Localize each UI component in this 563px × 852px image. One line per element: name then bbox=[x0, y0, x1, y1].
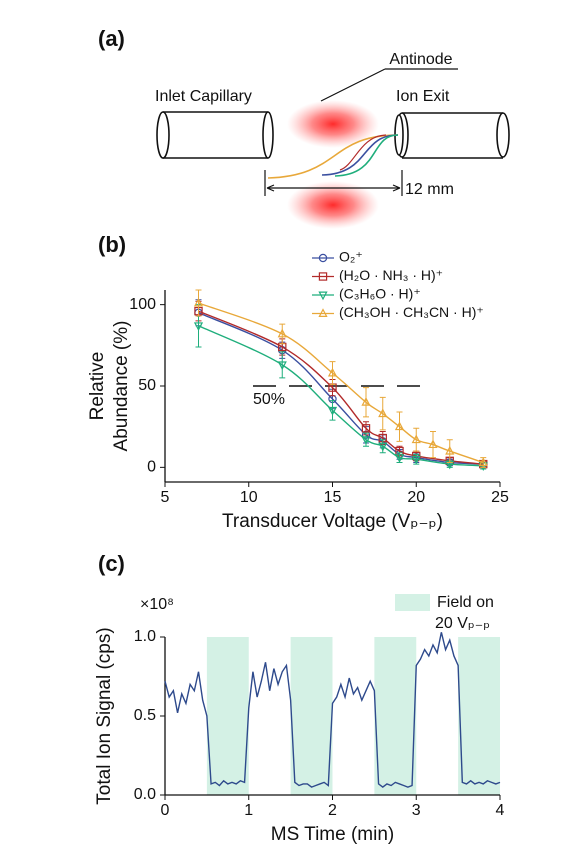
error-bar bbox=[379, 396, 386, 431]
legend-label: Field on bbox=[437, 594, 494, 611]
marker bbox=[327, 406, 338, 416]
marker bbox=[478, 457, 488, 466]
series-line bbox=[164, 632, 501, 788]
x-tick-label: 5 bbox=[161, 489, 170, 506]
error-bar bbox=[396, 411, 403, 442]
marker bbox=[394, 454, 405, 463]
y-axis-label: Relative bbox=[87, 352, 108, 421]
panel-label: (b) bbox=[98, 232, 126, 257]
inlet-end bbox=[262, 111, 274, 159]
antinode-glow bbox=[287, 181, 379, 229]
x-tick-label: 25 bbox=[491, 489, 509, 506]
y-axis-label: Abundance (%) bbox=[111, 321, 132, 452]
ion-exit bbox=[402, 112, 503, 159]
y-axis-label: Total Ion Signal (cps) bbox=[94, 627, 115, 804]
y-tick-label: 0.5 bbox=[134, 707, 156, 724]
dimension-arrow bbox=[266, 184, 401, 192]
marker bbox=[327, 367, 338, 377]
x-tick-label: 10 bbox=[240, 489, 258, 506]
y-tick-label: 50 bbox=[138, 377, 156, 394]
y-tick-label: 1.0 bbox=[134, 628, 156, 645]
error-bar bbox=[279, 323, 286, 345]
marker bbox=[378, 408, 388, 418]
marker bbox=[394, 421, 405, 431]
y-tick-label: 0.0 bbox=[134, 786, 156, 803]
legend-label: (H₂O · NH₃ · H)⁺ bbox=[339, 267, 443, 283]
marker bbox=[318, 291, 328, 301]
annotation: 20 Vₚ₋ₚ bbox=[435, 615, 490, 632]
legend-label: (C₃H₆O · H)⁺ bbox=[339, 286, 421, 302]
legend-label: (CH₃OH · CH₃CN · H)⁺ bbox=[339, 304, 484, 320]
antinode-pointer bbox=[320, 68, 458, 102]
trajectory bbox=[321, 134, 399, 176]
distance-label: 12 mm bbox=[405, 181, 454, 198]
panel-label: (a) bbox=[98, 26, 125, 51]
error-bar bbox=[363, 387, 369, 418]
exit-end bbox=[496, 112, 510, 158]
antinode-label: Antinode bbox=[389, 51, 452, 68]
marker bbox=[277, 361, 287, 371]
diagram: (a) 12 mm Inlet Capillary Ion Exit Antin… bbox=[98, 26, 510, 229]
series-line bbox=[198, 310, 484, 465]
marker bbox=[411, 434, 421, 444]
marker bbox=[277, 328, 287, 338]
legend-swatch bbox=[395, 594, 430, 611]
exit-label: Ion Exit bbox=[396, 88, 450, 105]
x-tick-label: 20 bbox=[407, 489, 425, 506]
x-tick-label: 1 bbox=[244, 802, 253, 819]
error-bar bbox=[413, 427, 420, 452]
error-bar bbox=[279, 351, 286, 379]
marker bbox=[445, 445, 455, 455]
shaded-region bbox=[374, 637, 417, 795]
y-tick-label: 0 bbox=[147, 459, 156, 476]
shaded-region bbox=[290, 637, 333, 795]
x-tick-label: 4 bbox=[496, 802, 505, 819]
marker bbox=[378, 442, 388, 452]
x-tick-label: 3 bbox=[412, 802, 421, 819]
marker bbox=[193, 322, 204, 332]
marker bbox=[318, 308, 328, 317]
y-tick-label: 100 bbox=[129, 296, 156, 313]
x-tick-label: 2 bbox=[328, 802, 337, 819]
series-line bbox=[198, 312, 484, 465]
inlet-label: Inlet Capillary bbox=[155, 88, 252, 105]
trajectory bbox=[339, 134, 387, 171]
x-axis-label: Transducer Voltage (Vₚ₋ₚ) bbox=[222, 511, 443, 532]
marker bbox=[428, 439, 438, 449]
trajectory bbox=[334, 134, 399, 177]
series-line bbox=[198, 302, 484, 464]
marker bbox=[411, 455, 421, 465]
marker bbox=[318, 253, 328, 263]
error-bar bbox=[329, 361, 336, 385]
marker bbox=[361, 436, 371, 445]
x-tick-label: 0 bbox=[161, 802, 170, 819]
marker bbox=[361, 397, 371, 406]
error-bar bbox=[195, 289, 202, 317]
marker bbox=[318, 272, 328, 281]
shaded-region bbox=[458, 637, 500, 795]
inlet-capillary bbox=[163, 111, 268, 159]
antinode-glow bbox=[287, 100, 379, 148]
error-bar bbox=[446, 439, 453, 463]
error-bar bbox=[430, 431, 436, 459]
reference-label: 50% bbox=[253, 391, 285, 408]
y-multiplier: ×10⁸ bbox=[140, 596, 174, 613]
shaded-region bbox=[206, 637, 249, 795]
marker bbox=[193, 297, 204, 307]
x-tick-label: 15 bbox=[324, 489, 342, 506]
panel-label: (c) bbox=[98, 551, 125, 576]
x-axis-label: MS Time (min) bbox=[271, 824, 395, 845]
error-bar bbox=[329, 400, 336, 421]
legend-label: O₂⁺ bbox=[339, 249, 363, 265]
series-line bbox=[198, 325, 484, 467]
inlet-end bbox=[156, 111, 170, 159]
marker bbox=[361, 424, 371, 433]
